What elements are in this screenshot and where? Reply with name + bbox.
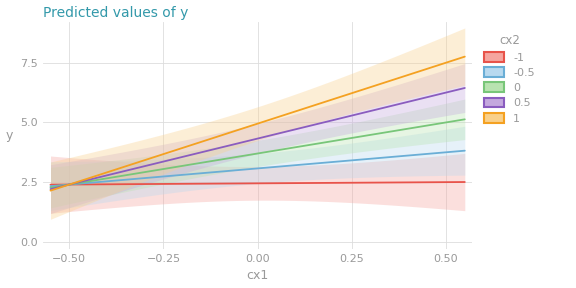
Y-axis label: y: y xyxy=(6,129,13,142)
Legend: -1, -0.5, 0, 0.5, 1: -1, -0.5, 0, 0.5, 1 xyxy=(482,32,537,126)
Text: Predicted values of y: Predicted values of y xyxy=(43,5,188,20)
X-axis label: cx1: cx1 xyxy=(247,270,269,283)
